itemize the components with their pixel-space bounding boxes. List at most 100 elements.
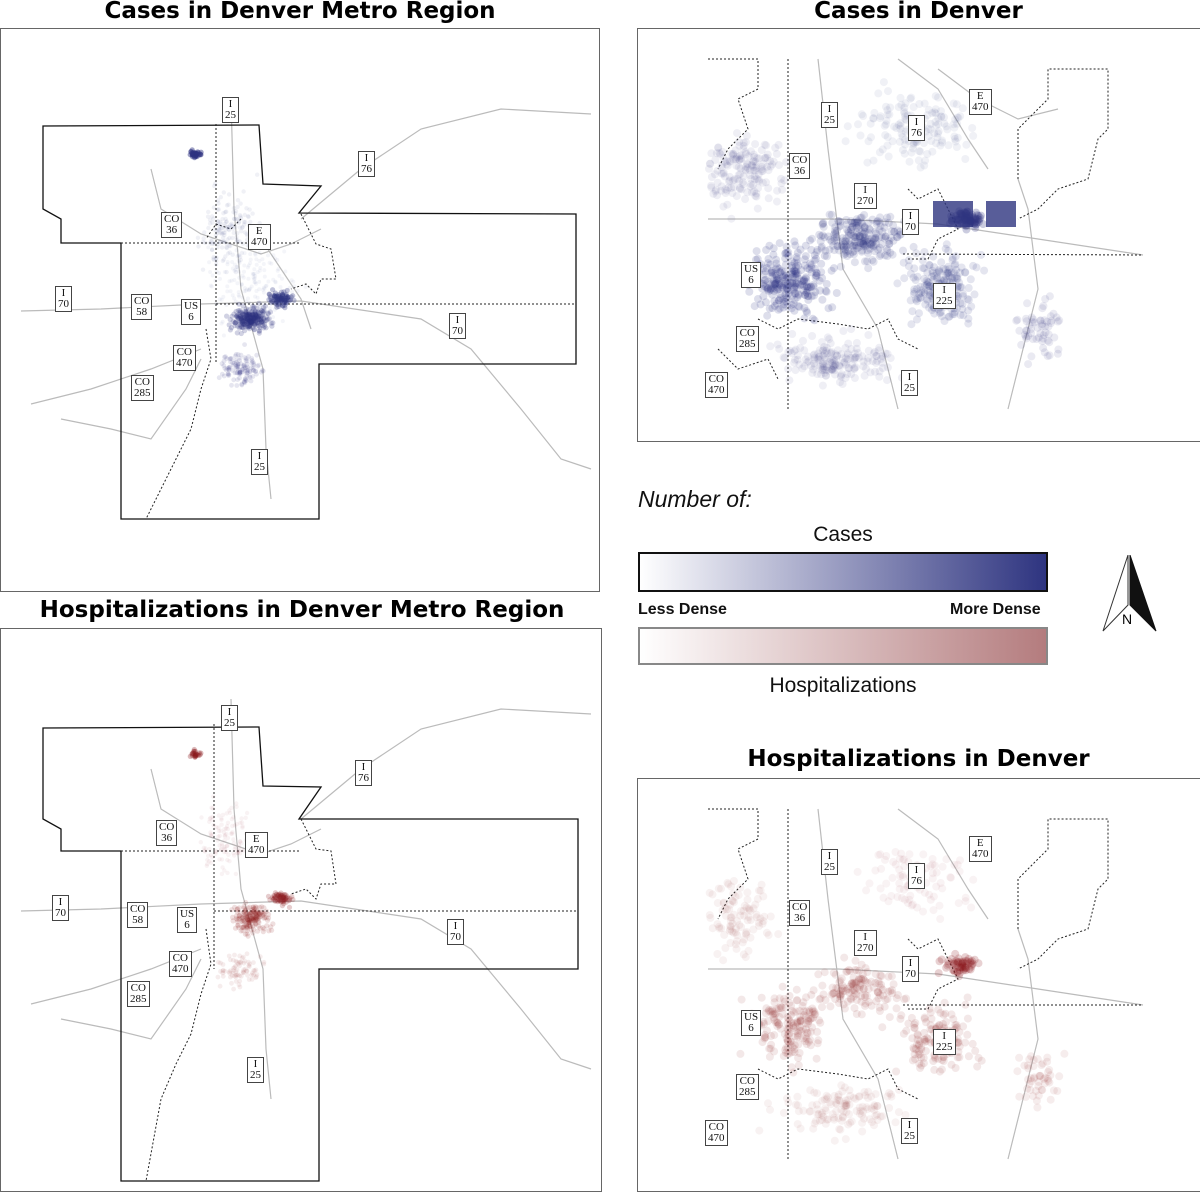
density-dot — [783, 280, 792, 288]
density-dot — [810, 251, 819, 260]
density-dot — [882, 102, 890, 111]
density-dot — [833, 242, 842, 251]
density-dot — [258, 319, 265, 325]
density-dot — [245, 917, 251, 923]
density-dot — [885, 1104, 894, 1112]
density-dot — [247, 300, 251, 305]
density-dot — [809, 986, 818, 995]
density-dot — [255, 320, 261, 326]
density-dot — [826, 235, 835, 244]
density-dot — [914, 156, 923, 165]
density-dot — [227, 243, 232, 248]
density-dot — [248, 317, 255, 323]
density-dot — [846, 217, 855, 226]
density-dot — [1053, 317, 1062, 326]
density-dot — [729, 155, 738, 164]
density-dot — [963, 1014, 972, 1023]
density-dot — [797, 266, 806, 274]
density-dot — [939, 1020, 947, 1028]
density-dot — [866, 244, 874, 253]
density-dot — [861, 977, 870, 986]
denver-cases-label-i76: I 76 — [908, 115, 925, 141]
density-dot — [235, 231, 240, 236]
density-dot — [785, 376, 794, 385]
density-dot — [887, 227, 896, 236]
density-dot — [233, 308, 239, 315]
density-dot — [281, 892, 287, 898]
density-dot — [923, 296, 932, 305]
density-dot — [833, 351, 842, 360]
density-dot — [224, 811, 229, 816]
density-dot — [777, 266, 786, 275]
density-dot — [922, 1037, 931, 1046]
density-dot — [864, 264, 873, 273]
density-dot — [783, 1094, 791, 1103]
density-dot — [727, 882, 736, 891]
density-dot — [282, 897, 288, 903]
density-dot — [825, 245, 834, 254]
density-dot — [784, 289, 793, 298]
density-dot — [838, 1113, 847, 1122]
density-dot — [715, 149, 724, 157]
density-dot — [742, 903, 751, 912]
density-dot — [779, 273, 787, 282]
density-dot — [724, 880, 733, 889]
density-dot — [813, 1105, 822, 1114]
density-dot — [283, 295, 289, 301]
density-dot — [235, 314, 241, 320]
density-dot — [766, 342, 775, 351]
density-dot — [961, 963, 970, 972]
density-dot — [763, 162, 772, 171]
density-dot — [1023, 1061, 1032, 1070]
density-dot — [900, 855, 909, 864]
density-dot — [239, 919, 245, 925]
density-dot — [268, 320, 274, 326]
density-dot — [247, 324, 253, 330]
density-dot — [760, 1019, 769, 1028]
density-dot — [202, 230, 207, 235]
density-dot — [850, 218, 859, 227]
density-dot — [789, 1068, 798, 1077]
density-dot — [820, 349, 829, 358]
density-dot — [270, 896, 276, 902]
density-dot — [271, 893, 277, 899]
density-dot — [253, 313, 259, 319]
density-dot — [869, 235, 878, 244]
density-dot — [242, 289, 247, 294]
metro-hosp-label-us6: US 6 — [177, 907, 198, 933]
denver-hosp-label-i25-top: I 25 — [821, 849, 838, 875]
density-dot — [798, 277, 807, 286]
density-dot — [934, 127, 943, 136]
density-dot — [801, 290, 810, 299]
density-dot — [949, 966, 958, 974]
density-dot — [712, 149, 721, 158]
density-dot — [247, 317, 253, 324]
density-dot — [236, 982, 242, 988]
density-dot — [269, 927, 275, 933]
density-dot — [280, 892, 286, 898]
density-dot — [221, 239, 226, 244]
density-dot — [955, 268, 964, 277]
density-dot — [261, 316, 267, 322]
density-dot — [861, 237, 870, 245]
density-dot — [233, 958, 239, 964]
density-dot — [1032, 1086, 1040, 1095]
density-dot — [245, 316, 251, 322]
density-dot — [207, 819, 212, 824]
density-dot — [936, 1008, 945, 1017]
density-dot — [244, 910, 250, 916]
density-dot — [841, 237, 850, 246]
density-dot — [820, 362, 829, 371]
density-dot — [1027, 313, 1036, 322]
density-dot — [790, 1041, 799, 1050]
density-dot — [793, 1019, 802, 1028]
density-dot — [303, 284, 308, 289]
density-dot — [196, 244, 201, 249]
density-dot — [1055, 1072, 1064, 1081]
density-dot — [850, 233, 859, 242]
density-dot — [787, 1037, 796, 1046]
density-dot — [770, 286, 778, 295]
density-dot — [251, 906, 257, 912]
density-dot — [852, 221, 861, 230]
density-dot — [245, 368, 251, 373]
